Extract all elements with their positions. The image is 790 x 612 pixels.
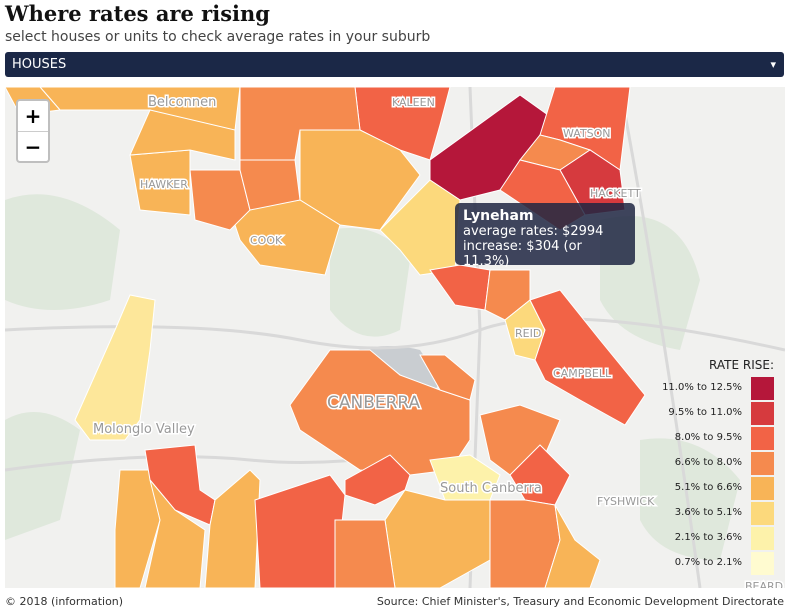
parks [5, 194, 740, 560]
dropdown[interactable]: HOUSES ▾ [5, 52, 784, 77]
map-label: CAMPBELL [553, 367, 612, 380]
legend-swatch [751, 552, 774, 575]
footer-source: Source: Chief Minister's, Treasury and E… [376, 595, 784, 608]
legend-swatch [751, 427, 774, 450]
legend-item: 5.1% to 6.6% [640, 476, 780, 501]
map-label: Belconnen [148, 95, 216, 110]
map-label: KALEEN [392, 96, 435, 109]
map-label: WATSON [563, 127, 611, 140]
tooltip: Lyneham average rates: $2994 increase: $… [455, 203, 635, 269]
map-label: FYSHWICK [597, 495, 655, 508]
map-label: CANBERRA [327, 393, 421, 413]
map-label: HAWKER [140, 178, 188, 191]
legend-label: 6.6% to 8.0% [674, 457, 742, 468]
legend: RATE RISE: 11.0% to 12.5% 9.5% to 11.0% 8.… [640, 358, 780, 576]
map-label: REID [515, 327, 541, 340]
suburbs [5, 87, 646, 588]
legend-items: 11.0% to 12.5% 9.5% to 11.0% 8.0% to 9.5% 6… [640, 376, 780, 576]
map-labels: Belconnen KALEEN WATSON HAWKER COOK HACK… [92, 94, 785, 589]
map-label: Molonglo Valley [93, 422, 195, 437]
zoom-out[interactable]: − [24, 135, 42, 159]
legend-label: 11.0% to 12.5% [662, 382, 742, 393]
legend-swatch [751, 477, 774, 500]
legend-swatch [751, 377, 774, 400]
legend-item: 2.1% to 3.6% [640, 526, 780, 551]
legend-swatch [751, 527, 774, 550]
subtitle: select houses or units to check average … [5, 29, 431, 45]
map-label: South Canberra [440, 481, 542, 496]
legend-label: 0.7% to 2.1% [674, 557, 742, 568]
legend-label: 2.1% to 3.6% [674, 532, 742, 543]
legend-item: 0.7% to 2.1% [640, 551, 780, 576]
tooltip-suburb: Lyneham [463, 208, 534, 224]
map: Belconnen KALEEN WATSON HAWKER COOK HACK… [5, 87, 785, 588]
legend-swatch [751, 502, 774, 525]
legend-label: 5.1% to 6.6% [674, 482, 742, 493]
map-label: COOK [250, 234, 283, 247]
legend-item: 11.0% to 12.5% [640, 376, 780, 401]
dropdown-value: HOUSES [12, 57, 67, 72]
tooltip-increase: increase: $304 (or 11.3%) [463, 239, 582, 269]
legend-item: 9.5% to 11.0% [640, 401, 780, 426]
legend-item: 6.6% to 8.0% [640, 451, 780, 476]
legend-item: 8.0% to 9.5% [640, 426, 780, 451]
footer-credit: © 2018 (information) [5, 595, 124, 608]
zoom-in[interactable]: + [18, 101, 48, 132]
legend-label: 9.5% to 11.0% [668, 407, 742, 418]
legend-swatch [751, 452, 774, 475]
legend-item: 3.6% to 5.1% [640, 501, 780, 526]
zoom-control: + − [16, 99, 50, 163]
legend-label: 8.0% to 9.5% [674, 432, 742, 443]
title: Where rates are rising [5, 1, 270, 26]
legend-swatch [751, 402, 774, 425]
map-label: HACKETT [590, 187, 641, 200]
legend-label: 3.6% to 5.1% [674, 507, 742, 518]
tooltip-rates: average rates: $2994 [463, 224, 604, 239]
map-label: BEARD [745, 580, 783, 588]
legend-title: RATE RISE: [709, 358, 774, 372]
dropdown-arrow: ▾ [770, 58, 776, 71]
